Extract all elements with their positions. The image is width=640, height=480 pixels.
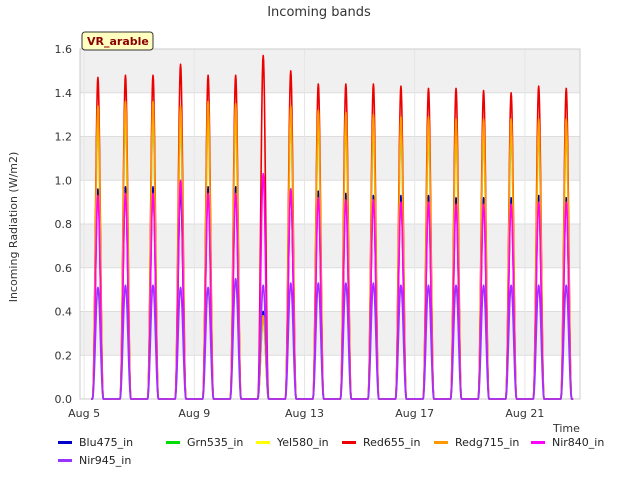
x-tick-label: Aug 5 — [68, 407, 100, 420]
series-line-nir945_in — [91, 277, 574, 400]
legend-swatch — [256, 441, 270, 444]
x-tick-label: Aug 17 — [395, 407, 434, 420]
x-axis-label: Time — [552, 422, 580, 435]
x-tick-label: Aug 13 — [285, 407, 324, 420]
legend-item: Yel580_in — [256, 436, 329, 449]
legend-item: Nir945_in — [58, 454, 131, 467]
legend-swatch — [58, 459, 72, 462]
legend-label: Red655_in — [363, 436, 421, 449]
series-line-blu475_in — [91, 186, 574, 400]
legend-item: Grn535_in — [166, 436, 243, 449]
legend-label: Nir840_in — [552, 436, 605, 449]
legend-item: Nir840_in — [531, 436, 604, 449]
plot-band — [80, 224, 580, 268]
series-layer — [91, 54, 574, 400]
legend-item: Redg715_in — [434, 436, 519, 449]
y-tick-label: 0.8 — [55, 218, 73, 231]
legend-label: Redg715_in — [455, 436, 520, 449]
plot-background-bands — [80, 49, 580, 356]
y-tick-label: 1.4 — [55, 87, 73, 100]
legend-swatch — [342, 441, 356, 444]
y-tick-label: 1.6 — [55, 43, 73, 56]
series-line-nir840_in — [91, 172, 574, 400]
y-tick-label: 1.2 — [55, 131, 73, 144]
legend-label: Nir945_in — [79, 454, 132, 467]
y-tick-label: 0.2 — [55, 349, 73, 362]
y-tick-label: 0.6 — [55, 262, 73, 275]
x-tick-label: Aug 21 — [505, 407, 544, 420]
site-annotation-text: VR_arable — [87, 35, 149, 48]
y-axis-ticks: 0.0 0.2 0.4 0.6 0.8 1.0 1.2 1.4 1.6 — [55, 43, 73, 406]
plot-band — [80, 136, 580, 181]
x-tick-label: Aug 9 — [178, 407, 210, 420]
site-annotation-box — [81, 31, 154, 51]
legend-label: Grn535_in — [187, 436, 244, 449]
legend-swatch — [166, 441, 180, 444]
y-tick-label: 1.0 — [55, 174, 73, 187]
legend-swatch — [531, 441, 545, 444]
legend-label: Blu475_in — [79, 436, 134, 449]
chart-title: Incoming bands — [267, 5, 371, 20]
legend-swatch — [434, 441, 448, 444]
y-tick-label: 0.0 — [55, 393, 73, 406]
legend-item: Red655_in — [342, 436, 420, 449]
site-annotation-badge: VR_arable — [81, 31, 154, 51]
legend-swatch — [58, 441, 72, 444]
legend-item: Blu475_in — [58, 436, 133, 449]
legend-label: Yel580_in — [277, 436, 329, 449]
x-axis-ticks: Aug 5 Aug 9 Aug 13 Aug 17 Aug 21 — [68, 407, 544, 420]
y-axis-label: Incoming Radiation (W/m2) — [7, 152, 20, 303]
plot-band — [80, 49, 580, 93]
plot-band — [80, 311, 580, 356]
y-tick-label: 0.4 — [55, 306, 73, 319]
